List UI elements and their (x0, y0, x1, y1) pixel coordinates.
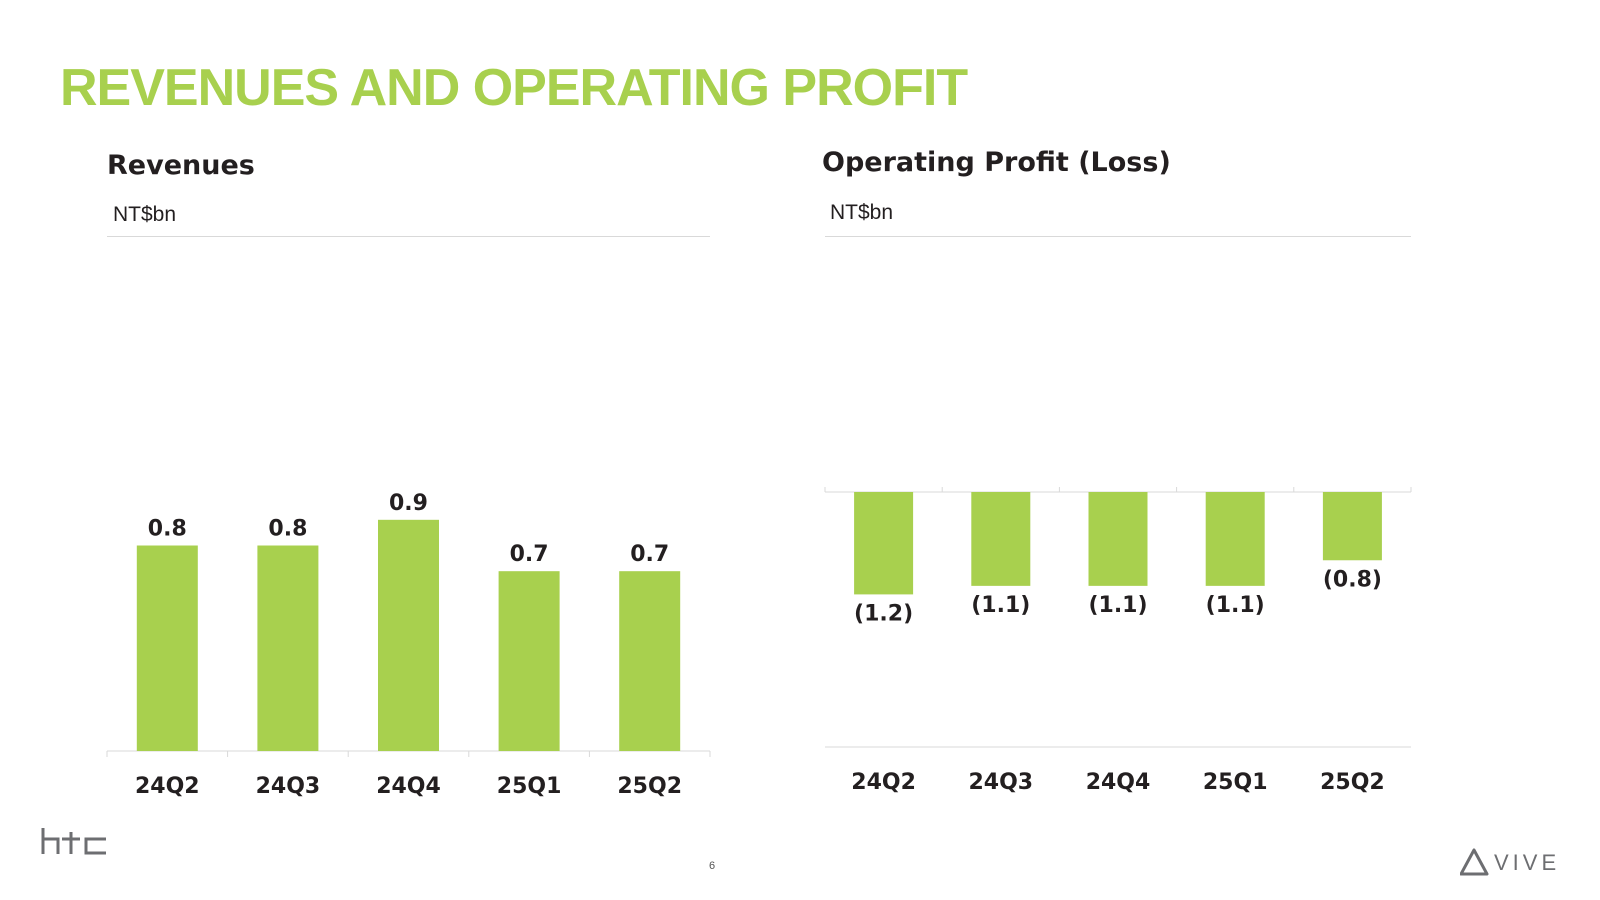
operating-profit-bar (1322, 492, 1382, 561)
operating-profit-data-label: (1.1) (1206, 593, 1265, 618)
operating-profit-bar (1205, 492, 1265, 586)
operating-profit-data-label: (1.1) (971, 593, 1030, 618)
operating-profit-bar (1088, 492, 1148, 586)
operating-profit-unit-label: NT$bn (830, 201, 894, 224)
operating-profit-chart-title: Operating Profit (Loss) (822, 147, 1171, 178)
operating-profit-data-label: (1.2) (854, 601, 913, 626)
revenues-bar (619, 571, 681, 751)
operating-profit-category-label: 24Q2 (851, 770, 916, 795)
revenues-category-label: 25Q2 (617, 774, 682, 799)
revenues-bar (378, 519, 439, 751)
slide-title: REVENUES AND OPERATING PROFIT (60, 59, 968, 117)
revenues-chart-title: Revenues (107, 150, 255, 181)
operating-profit-category-label: 25Q2 (1320, 770, 1385, 795)
revenues-bar (257, 545, 319, 751)
revenues-unit-label: NT$bn (113, 203, 177, 226)
revenues-category-label: 24Q2 (135, 774, 200, 799)
revenues-category-label: 25Q1 (497, 774, 562, 799)
revenues-data-label: 0.9 (389, 491, 428, 516)
revenues-category-label: 24Q4 (376, 774, 441, 799)
vive-logo: VIVE (1460, 848, 1560, 876)
operating-profit-category-label: 25Q1 (1203, 770, 1268, 795)
page-number: 6 (709, 860, 716, 872)
revenues-data-label: 0.7 (510, 542, 549, 567)
revenues-header-divider (107, 236, 710, 237)
operating-profit-header-divider (825, 236, 1411, 237)
htc-logo (41, 828, 106, 855)
revenues-data-label: 0.8 (148, 517, 187, 542)
operating-profit-bar (854, 492, 914, 595)
revenues-data-label: 0.7 (630, 542, 669, 567)
operating-profit-category-label: 24Q4 (1086, 770, 1151, 795)
operating-profit-bar (971, 492, 1031, 586)
revenues-bar (498, 571, 560, 751)
revenues-category-label: 24Q3 (256, 774, 321, 799)
vive-logo-text: VIVE (1494, 850, 1560, 875)
revenues-bar (136, 545, 198, 751)
revenues-data-label: 0.8 (268, 517, 307, 542)
operating-profit-data-label: (0.8) (1323, 567, 1382, 592)
operating-profit-data-label: (1.1) (1088, 593, 1147, 618)
operating-profit-category-label: 24Q3 (968, 770, 1033, 795)
